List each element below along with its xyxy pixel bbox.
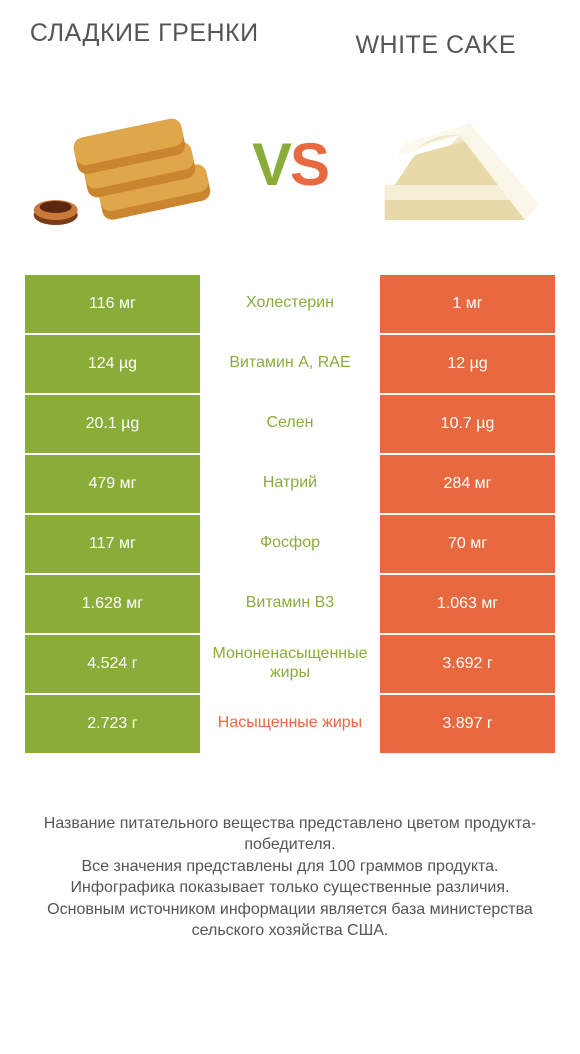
left-value: 479 мг — [25, 455, 200, 513]
images-row: VS — [25, 70, 555, 260]
nutrient-name: Холестерин — [200, 275, 380, 333]
table-row: 117 мгФосфор70 мг — [25, 515, 555, 573]
footer-line: Название питательного вещества представл… — [30, 813, 550, 856]
table-row: 116 мгХолестерин1 мг — [25, 275, 555, 333]
right-value: 1 мг — [380, 275, 555, 333]
right-food-title: White cake — [317, 20, 556, 60]
right-value: 284 мг — [380, 455, 555, 513]
nutrient-name: Витамин B3 — [200, 575, 380, 633]
table-row: 1.628 мгВитамин B31.063 мг — [25, 575, 555, 633]
nutrient-name: Натрий — [200, 455, 380, 513]
right-value: 3.692 г — [380, 635, 555, 693]
left-food-title: Сладкие гренки — [25, 20, 264, 48]
left-value: 4.524 г — [25, 635, 200, 693]
vs-s: S — [290, 131, 328, 198]
footer-line: Инфографика показывает только существенн… — [30, 877, 550, 899]
left-value: 2.723 г — [25, 695, 200, 753]
toast-icon — [25, 85, 226, 245]
right-food-image — [354, 85, 555, 245]
right-value: 10.7 µg — [380, 395, 555, 453]
right-value: 1.063 мг — [380, 575, 555, 633]
vs-v: V — [252, 131, 290, 198]
footer-line: Основным источником информации является … — [30, 899, 550, 942]
nutrient-name: Селен — [200, 395, 380, 453]
right-value: 70 мг — [380, 515, 555, 573]
table-row: 20.1 µgСелен10.7 µg — [25, 395, 555, 453]
left-value: 124 µg — [25, 335, 200, 393]
nutrient-name: Мононенасыщенные жиры — [200, 635, 380, 693]
right-value: 3.897 г — [380, 695, 555, 753]
right-value: 12 µg — [380, 335, 555, 393]
left-value: 116 мг — [25, 275, 200, 333]
nutrient-name: Фосфор — [200, 515, 380, 573]
left-food-image — [25, 85, 226, 245]
header: Сладкие гренки White cake — [25, 20, 555, 60]
cake-icon — [354, 85, 555, 245]
table-row: 124 µgВитамин A, RAE12 µg — [25, 335, 555, 393]
table-row: 4.524 гМононенасыщенные жиры3.692 г — [25, 635, 555, 693]
table-row: 2.723 гНасыщенные жиры3.897 г — [25, 695, 555, 753]
nutrient-name: Насыщенные жиры — [200, 695, 380, 753]
left-value: 117 мг — [25, 515, 200, 573]
table-row: 479 мгНатрий284 мг — [25, 455, 555, 513]
footer-notes: Название питательного вещества представл… — [25, 813, 555, 943]
vs-label: VS — [252, 130, 328, 199]
footer-line: Все значения представлены для 100 граммо… — [30, 856, 550, 878]
left-value: 1.628 мг — [25, 575, 200, 633]
nutrient-table: 116 мгХолестерин1 мг124 µgВитамин A, RAE… — [25, 275, 555, 753]
left-value: 20.1 µg — [25, 395, 200, 453]
nutrient-name: Витамин A, RAE — [200, 335, 380, 393]
